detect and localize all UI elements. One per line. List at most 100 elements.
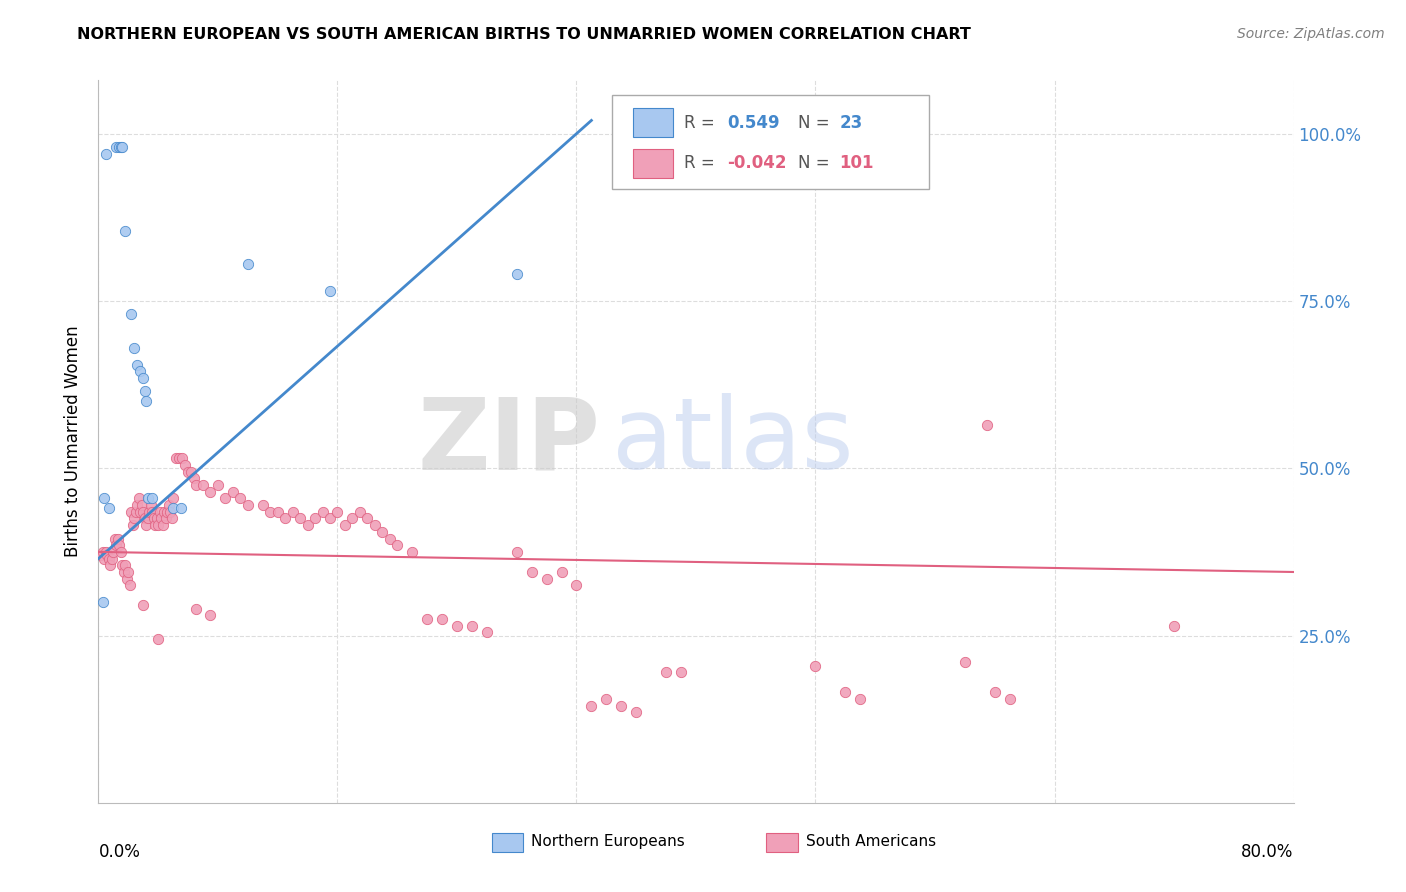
Point bbox=[183, 471, 205, 485]
Point bbox=[953, 655, 976, 669]
Point bbox=[200, 484, 222, 499]
Point bbox=[135, 394, 157, 409]
Point bbox=[98, 558, 122, 573]
Point bbox=[149, 505, 172, 519]
Point bbox=[834, 685, 856, 699]
Point bbox=[121, 518, 143, 533]
Point bbox=[159, 505, 181, 519]
Point bbox=[165, 451, 187, 466]
FancyBboxPatch shape bbox=[492, 833, 523, 852]
FancyBboxPatch shape bbox=[613, 95, 929, 189]
Point bbox=[342, 511, 364, 525]
Point bbox=[804, 658, 827, 673]
Point bbox=[162, 501, 184, 516]
Point bbox=[288, 511, 311, 525]
Point bbox=[520, 565, 543, 579]
Point bbox=[214, 491, 236, 506]
Point bbox=[169, 501, 191, 516]
Point bbox=[849, 692, 872, 706]
Point bbox=[124, 511, 146, 525]
Point bbox=[274, 511, 297, 525]
Point bbox=[115, 572, 138, 586]
Point bbox=[252, 498, 274, 512]
Point bbox=[93, 491, 115, 506]
Point bbox=[136, 511, 159, 525]
Point bbox=[207, 478, 229, 492]
Point bbox=[236, 498, 259, 512]
Point bbox=[162, 491, 184, 506]
Point bbox=[349, 505, 371, 519]
Point bbox=[120, 307, 142, 322]
FancyBboxPatch shape bbox=[633, 149, 673, 178]
Point bbox=[430, 612, 453, 626]
Point bbox=[222, 484, 245, 499]
Text: N =: N = bbox=[797, 154, 834, 172]
Point bbox=[91, 545, 114, 559]
Text: 23: 23 bbox=[839, 113, 863, 132]
Point bbox=[191, 478, 214, 492]
Point bbox=[610, 698, 633, 713]
Point bbox=[364, 518, 387, 533]
Point bbox=[311, 505, 333, 519]
Point bbox=[142, 511, 165, 525]
Text: 0.0%: 0.0% bbox=[98, 843, 141, 861]
Point bbox=[319, 511, 342, 525]
Text: 0.549: 0.549 bbox=[727, 113, 780, 132]
Point bbox=[107, 532, 129, 546]
Point bbox=[416, 612, 439, 626]
Point bbox=[153, 505, 176, 519]
Point bbox=[145, 511, 167, 525]
Text: R =: R = bbox=[685, 113, 720, 132]
Text: Northern Europeans: Northern Europeans bbox=[531, 834, 685, 848]
Point bbox=[110, 140, 132, 154]
Point bbox=[117, 565, 139, 579]
Point bbox=[132, 371, 155, 385]
Y-axis label: Births to Unmarried Women: Births to Unmarried Women bbox=[65, 326, 83, 558]
Point bbox=[108, 538, 131, 552]
Point bbox=[297, 518, 319, 533]
Point bbox=[120, 505, 142, 519]
Point bbox=[114, 558, 136, 573]
Point bbox=[104, 532, 127, 546]
Point bbox=[141, 491, 163, 506]
Point bbox=[156, 505, 179, 519]
Point bbox=[655, 665, 678, 680]
Point bbox=[129, 364, 152, 378]
Point bbox=[229, 491, 252, 506]
Point bbox=[326, 505, 349, 519]
Point bbox=[94, 545, 117, 559]
Point bbox=[626, 706, 648, 720]
Point bbox=[177, 465, 200, 479]
Point bbox=[371, 524, 394, 539]
Point bbox=[160, 511, 183, 525]
Point bbox=[138, 505, 160, 519]
Point bbox=[506, 268, 529, 282]
Point bbox=[506, 545, 529, 559]
Point bbox=[998, 692, 1021, 706]
Point bbox=[93, 551, 115, 566]
Point bbox=[125, 505, 148, 519]
Point bbox=[385, 538, 409, 552]
Text: atlas: atlas bbox=[613, 393, 853, 490]
Point bbox=[150, 511, 173, 525]
Point bbox=[96, 548, 118, 563]
Point bbox=[143, 518, 166, 533]
FancyBboxPatch shape bbox=[633, 108, 673, 137]
Text: 80.0%: 80.0% bbox=[1241, 843, 1294, 861]
Point bbox=[105, 140, 128, 154]
Point bbox=[401, 545, 423, 559]
Point bbox=[110, 545, 132, 559]
Point bbox=[180, 465, 202, 479]
Text: N =: N = bbox=[797, 113, 834, 132]
Point bbox=[152, 518, 174, 533]
Point bbox=[446, 618, 468, 632]
Point bbox=[976, 417, 998, 432]
Text: ZIP: ZIP bbox=[418, 393, 600, 490]
Point bbox=[595, 692, 617, 706]
Point bbox=[236, 257, 259, 271]
Point bbox=[127, 358, 149, 372]
Point bbox=[141, 505, 163, 519]
Point bbox=[129, 505, 152, 519]
Point bbox=[174, 458, 197, 472]
Point bbox=[94, 147, 117, 161]
